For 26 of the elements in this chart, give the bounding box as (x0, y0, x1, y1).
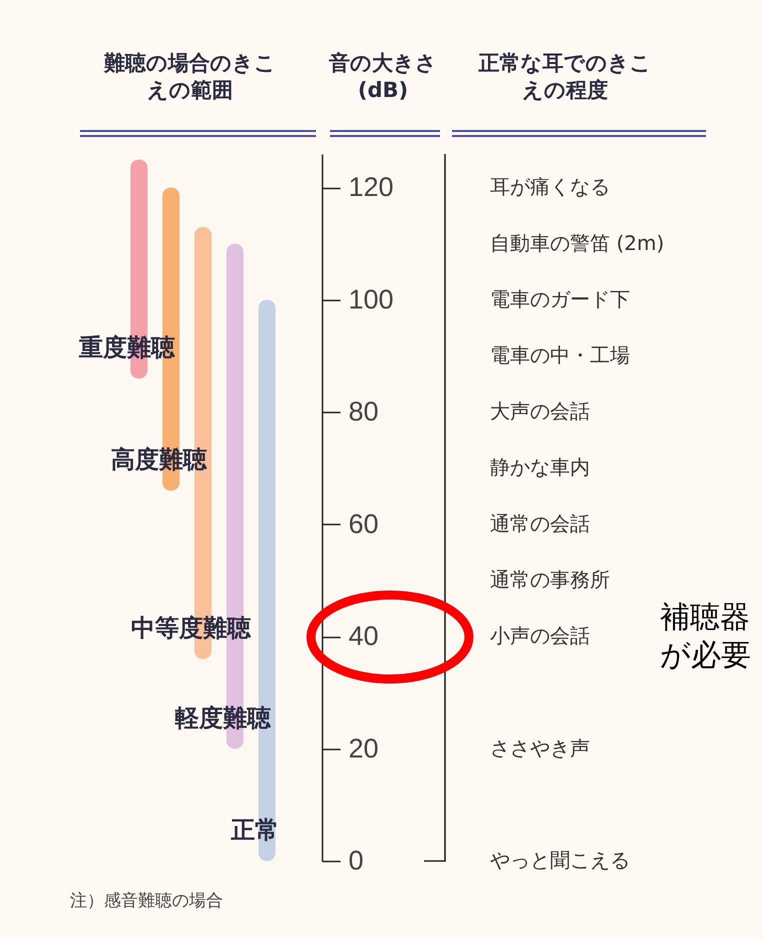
text: 小声の会話 (490, 624, 590, 648)
text: 電車のガード下 (490, 286, 630, 311)
text: 耳が痛くなる (490, 174, 610, 199)
y-tick-label: 120 (348, 172, 394, 202)
y-axis-title: 音の大きさ (dB) (328, 50, 438, 104)
y-tick-label: 100 (348, 284, 394, 314)
y-tick-label: 20 (348, 733, 379, 764)
y-tick-label: 80 (348, 396, 379, 427)
text: 電車の中・工場 (490, 343, 630, 367)
text: 自動車の警笛 (2m) (490, 230, 664, 255)
y-tick-label: 60 (348, 508, 379, 539)
text: 正常な耳でのきこえの程度 (478, 50, 652, 104)
x-tick-label: 正常 (230, 816, 279, 844)
text: 通常の事務所 (490, 567, 610, 592)
text: 通常の会話 (490, 511, 590, 536)
text: 注）感音難聴の場合 (70, 890, 224, 913)
text: 大声の会話 (490, 399, 590, 424)
text: やっと聞こえる (490, 848, 630, 872)
y-tick-label: 40 (348, 621, 379, 652)
text: ささやき声 (490, 736, 590, 760)
text: 静かな車内 (490, 455, 590, 480)
text: 難聴の場合のきこえの範囲 (102, 50, 277, 104)
x-tick-label: 軽度難聴 (174, 704, 272, 732)
x-tick-label: 中等度難聴 (131, 614, 252, 642)
text: 補聴器が必要 (660, 598, 752, 675)
y-tick-label: 0 (348, 846, 364, 876)
